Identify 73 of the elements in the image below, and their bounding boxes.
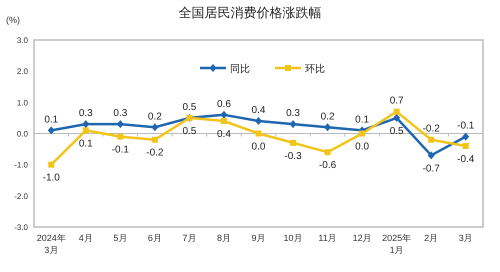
point xyxy=(324,149,331,156)
x-tick-label: 4月 xyxy=(78,233,93,243)
point xyxy=(462,142,469,149)
x-tick-label: 11月 xyxy=(318,233,337,243)
data-label: 0.6 xyxy=(217,98,232,110)
y-tick-label: 2.0 xyxy=(16,67,29,76)
y-tick-label: 0.0 xyxy=(16,130,29,138)
x-tick-label: 9月 xyxy=(251,233,266,243)
x-tick-label: 12月 xyxy=(352,233,372,243)
data-label: -0.2 xyxy=(146,148,164,159)
data-label: 0.0 xyxy=(355,142,370,152)
data-label: 0.5 xyxy=(390,126,404,137)
point xyxy=(255,117,262,126)
data-label: 0.5 xyxy=(182,126,197,137)
data-label: -0.1 xyxy=(457,120,475,132)
data-label: -0.3 xyxy=(284,150,302,162)
data-label: 0.4 xyxy=(252,105,266,116)
x-tick-label: 8月 xyxy=(216,233,231,243)
data-label: -0.1 xyxy=(112,144,130,156)
point xyxy=(428,136,434,143)
legend-label: 同比 xyxy=(230,63,250,75)
point xyxy=(152,136,158,143)
data-label: -0.6 xyxy=(318,160,337,172)
data-label: 0.5 xyxy=(182,102,197,113)
point xyxy=(48,162,54,168)
data-label: 0.1 xyxy=(355,114,370,126)
y-tick-label: -3.0 xyxy=(14,223,29,232)
point xyxy=(290,120,297,128)
data-label: 0.7 xyxy=(390,96,404,107)
point xyxy=(393,114,400,122)
point xyxy=(116,120,124,128)
point xyxy=(48,126,55,134)
x-tick-label: 2月 xyxy=(424,233,438,243)
data-label: -0.4 xyxy=(457,154,475,165)
ylabel: (%) xyxy=(6,15,20,25)
x-tick-label: 5月 xyxy=(113,233,128,243)
data-label: -0.2 xyxy=(422,124,440,135)
data-label: 0.2 xyxy=(320,111,335,122)
point xyxy=(290,140,296,146)
point xyxy=(220,118,227,124)
point xyxy=(359,130,366,136)
y-tick-label: 1.0 xyxy=(16,98,29,108)
point xyxy=(82,120,90,128)
data-label: -1.0 xyxy=(42,172,60,184)
title: 全国居民消费价格涨跌幅 xyxy=(178,5,322,20)
point xyxy=(220,110,228,119)
point xyxy=(428,151,435,160)
point xyxy=(82,127,89,134)
data-label: 0.3 xyxy=(113,108,128,120)
point xyxy=(117,134,124,140)
y-tick-label: -1.0 xyxy=(14,160,29,170)
x-tick-label: 7月 xyxy=(182,233,196,243)
y-tick-label: -2.0 xyxy=(14,192,29,201)
point xyxy=(324,123,332,132)
point xyxy=(462,132,470,141)
data-label: 0.4 xyxy=(217,129,232,140)
x-tick-label: 10月 xyxy=(284,233,303,243)
x-tick-label: 2024年 3月 xyxy=(36,233,66,255)
data-label: 0.3 xyxy=(78,108,94,120)
x-tick-label: 6月 xyxy=(148,233,162,243)
legend-label: 环比 xyxy=(305,63,325,75)
data-label: 0.3 xyxy=(286,108,300,120)
data-label: 0.2 xyxy=(148,111,162,122)
data-label: 0.1 xyxy=(44,114,59,126)
data-label: 0.1 xyxy=(78,138,94,150)
y-tick-label: 3.0 xyxy=(16,36,29,45)
point xyxy=(151,123,158,132)
data-label: 0.0 xyxy=(252,142,266,152)
data-label: -0.7 xyxy=(422,163,440,174)
point xyxy=(256,130,262,136)
x-tick-label: 3月 xyxy=(458,233,473,243)
point xyxy=(394,108,400,115)
x-tick-label: 2025年 1月 xyxy=(382,233,412,255)
